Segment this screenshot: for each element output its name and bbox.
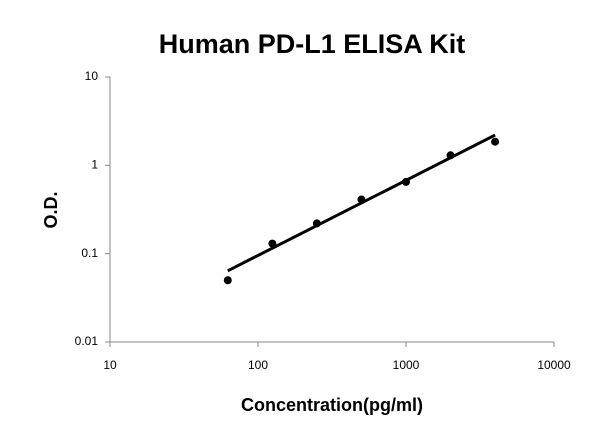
y-axis-title: O.D. [41,191,61,228]
data-point [223,276,232,285]
y-tick-label: 10 [85,69,99,83]
data-point [312,219,321,228]
data-point [402,177,410,186]
data-point [491,137,500,146]
data-point [357,195,366,204]
x-tick-label: 100 [248,358,268,372]
y-tick-label: 0.1 [81,246,98,260]
x-axis-title: Concentration(pg/ml) [241,395,423,415]
x-tick-label: 10000 [537,358,571,372]
data-point [446,151,455,160]
x-tick-label: 10 [103,358,117,372]
y-tick-label: 0.01 [75,334,99,348]
data-point [268,239,277,248]
y-tick-label: 1 [91,158,98,172]
chart-title: Human PD-L1 ELISA Kit [159,29,466,59]
x-tick-label: 1000 [393,358,420,372]
